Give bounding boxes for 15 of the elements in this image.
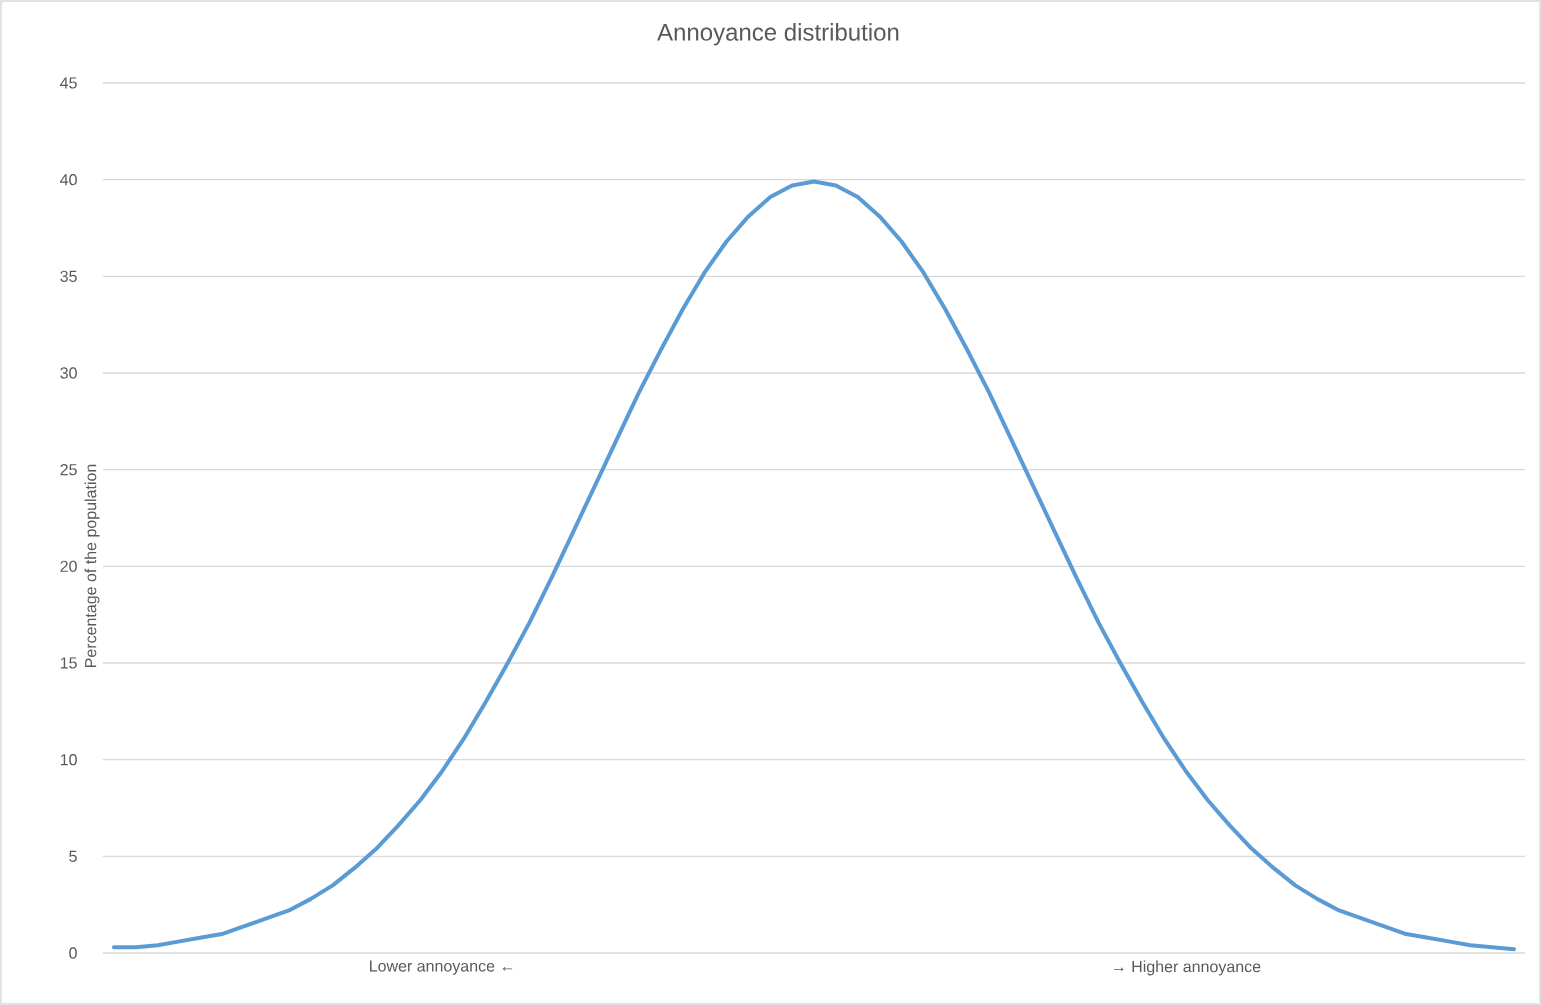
y-tick-label: 35: [60, 270, 77, 282]
y-tick-label: 0: [69, 947, 77, 959]
x-tick-label: → Higher annoyance: [1114, 960, 1261, 976]
y-tick-label: 10: [60, 754, 77, 766]
y-tick-label: 5: [69, 850, 77, 862]
y-axis-title: Percentage of the population: [84, 464, 100, 667]
y-tick-label: 40: [60, 173, 77, 186]
y-tick-label: 15: [60, 657, 77, 669]
y-tick-label: 20: [60, 560, 77, 572]
y-tick-label: 45: [60, 77, 77, 89]
x-tick-label: Lower annoyance ←: [370, 960, 513, 975]
y-tick-label: 25: [60, 464, 77, 476]
chart-title: Annoyance distribution: [657, 23, 899, 46]
y-tick-label: 30: [60, 367, 77, 379]
line-series: [111, 179, 1517, 952]
